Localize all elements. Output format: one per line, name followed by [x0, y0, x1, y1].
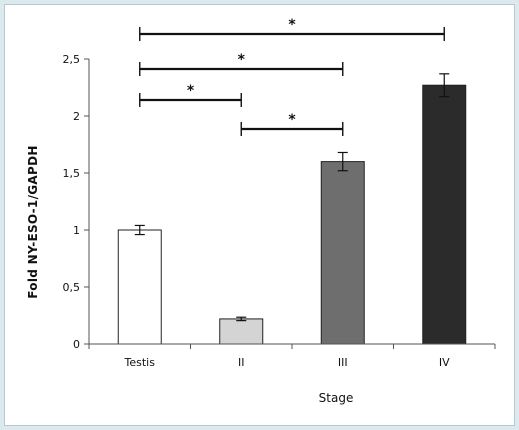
x-tick-label: II: [238, 356, 245, 369]
x-tick-label: III: [338, 356, 348, 369]
figure-inner-border: [4, 4, 515, 426]
bar: [117, 229, 162, 345]
bar: [219, 318, 264, 345]
bar: [422, 84, 467, 345]
y-tick-label: 2: [73, 110, 80, 123]
significance-star: *: [187, 83, 195, 99]
bar: [320, 161, 365, 345]
y-axis-title: Fold NY-ESO-1/GAPDH: [26, 145, 40, 298]
y-tick-label: 0: [73, 338, 80, 351]
significance-star: *: [288, 17, 296, 33]
y-tick-label: 2,5: [63, 53, 81, 66]
significance-star: *: [238, 52, 246, 68]
x-tick-label: IV: [439, 356, 450, 369]
x-tick-label: Testis: [124, 356, 156, 369]
significance-star: *: [288, 112, 296, 128]
y-tick-label: 1,5: [63, 167, 81, 180]
y-tick-label: 0,5: [63, 281, 81, 294]
significance-layer: * * * *: [139, 17, 445, 136]
bars-layer: [117, 73, 467, 345]
y-tick-label: 1: [73, 224, 80, 237]
x-axis-title: Stage: [319, 391, 354, 405]
